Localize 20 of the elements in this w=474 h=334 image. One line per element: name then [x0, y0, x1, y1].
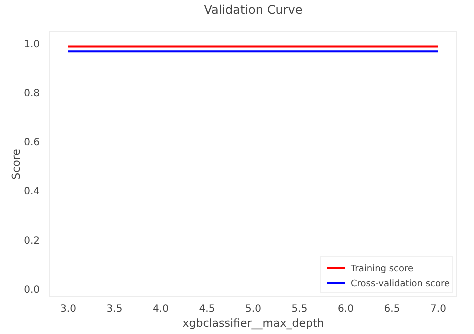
x-tick-label: 3.0 [60, 304, 76, 316]
x-tick-label: 6.0 [338, 304, 354, 316]
y-tick-label: 1.0 [24, 39, 40, 50]
x-tick-label: 7.0 [430, 304, 446, 316]
x-tick-label: 4.5 [199, 304, 216, 316]
chart-title: Validation Curve [204, 3, 303, 17]
y-tick-label: 0.2 [24, 236, 40, 247]
y-tick-label: 0.8 [24, 88, 40, 100]
x-tick-label: 5.0 [246, 304, 262, 316]
y-tick-label: 0.4 [24, 186, 40, 198]
legend-label: Training score [350, 264, 414, 274]
x-tick-label: 3.5 [106, 304, 123, 316]
x-tick-label: 5.5 [292, 304, 308, 316]
x-tick-label: 6.5 [384, 304, 400, 316]
legend-label: Cross-validation score [351, 280, 450, 290]
y-tick-label: 0.6 [24, 138, 40, 149]
x-axis-title: xgbclassifier__max_depth [182, 317, 324, 330]
x-tick-label: 4.0 [153, 304, 169, 316]
y-tick-label: 0.0 [24, 284, 40, 296]
y-axis-title: Score [10, 148, 23, 180]
